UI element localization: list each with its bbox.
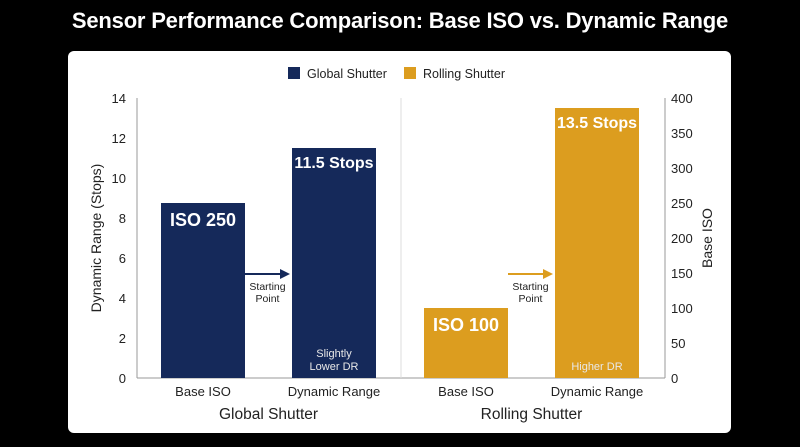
bar — [555, 108, 639, 378]
arrow-label: Point — [519, 293, 543, 305]
y-tick-left: 0 — [119, 371, 126, 386]
group-label: Global Shutter — [219, 406, 318, 423]
arrow-label: Starting — [249, 281, 285, 293]
bar-note: Lower DR — [310, 361, 359, 373]
legend-label: Global Shutter — [307, 67, 387, 81]
bar-value-label: ISO 100 — [433, 315, 499, 335]
arrow-label: Point — [256, 293, 280, 305]
chart-title: Sensor Performance Comparison: Base ISO … — [71, 8, 729, 33]
group-label: Rolling Shutter — [481, 406, 583, 423]
legend-swatch — [288, 67, 300, 79]
x-tick-label: Dynamic Range — [288, 384, 381, 399]
y-tick-right: 250 — [671, 196, 693, 211]
y-tick-right: 400 — [671, 91, 693, 106]
y-tick-left: 14 — [112, 91, 126, 106]
x-tick-label: Dynamic Range — [551, 384, 644, 399]
y-tick-right: 150 — [671, 266, 693, 281]
legend-label: Rolling Shutter — [423, 67, 505, 81]
y-tick-left: 12 — [112, 131, 126, 146]
arrow-label: Starting — [512, 281, 548, 293]
y-axis-left-label: Dynamic Range (Stops) — [88, 164, 104, 313]
y-axis-right-label: Base ISO — [699, 208, 715, 268]
y-tick-left: 4 — [119, 291, 126, 306]
bar-value-label: ISO 250 — [170, 210, 236, 230]
y-tick-left: 6 — [119, 251, 126, 266]
y-tick-right: 50 — [671, 336, 685, 351]
y-tick-right: 300 — [671, 161, 693, 176]
y-tick-left: 2 — [119, 331, 126, 346]
x-tick-label: Base ISO — [438, 384, 494, 399]
bar — [292, 148, 376, 378]
y-tick-right: 0 — [671, 371, 678, 386]
y-tick-right: 200 — [671, 231, 693, 246]
x-tick-label: Base ISO — [175, 384, 231, 399]
legend-swatch — [404, 67, 416, 79]
y-tick-right: 100 — [671, 301, 693, 316]
bar-note: Slightly — [316, 348, 352, 360]
y-tick-right: 350 — [671, 126, 693, 141]
bar — [161, 203, 245, 378]
bar-note: Higher DR — [571, 361, 622, 373]
y-tick-left: 8 — [119, 211, 126, 226]
arrow-head — [280, 269, 290, 279]
bar-value-label: 13.5 Stops — [557, 115, 637, 132]
arrow-head — [543, 269, 553, 279]
y-tick-left: 10 — [112, 171, 126, 186]
bar-value-label: 11.5 Stops — [294, 155, 373, 172]
bar — [424, 308, 508, 378]
